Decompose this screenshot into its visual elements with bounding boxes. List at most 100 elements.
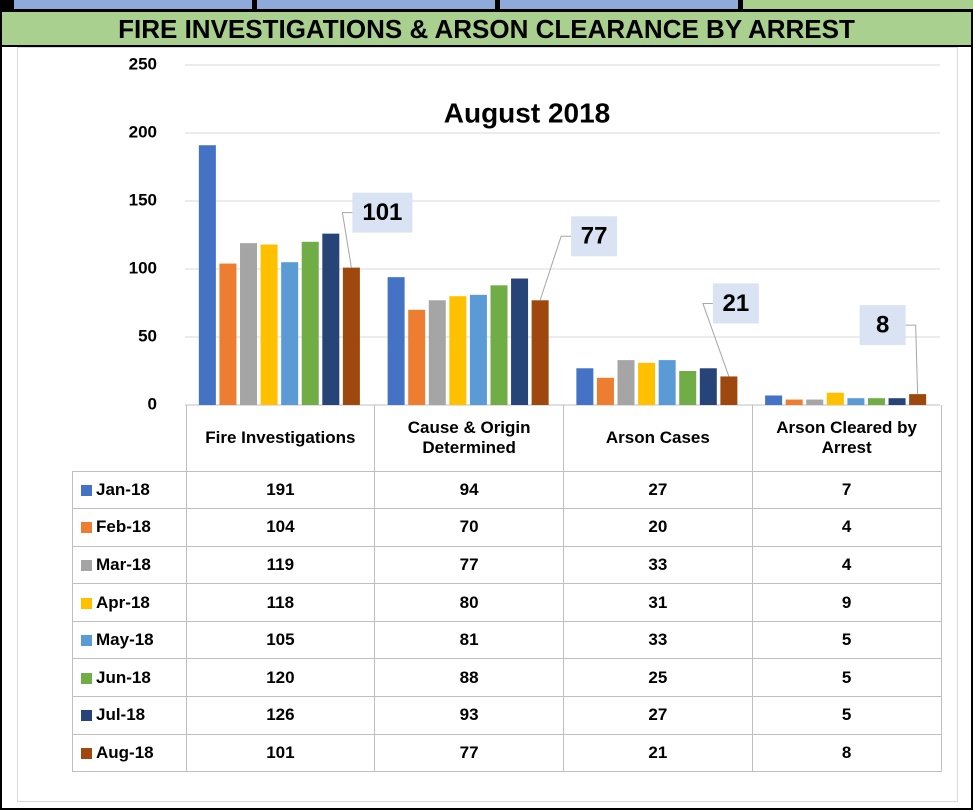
table-cell: 5 <box>751 658 942 698</box>
y-tick-label: 100 <box>129 258 157 277</box>
table-cell: 4 <box>751 545 942 585</box>
bar <box>240 243 258 405</box>
bar <box>765 395 783 405</box>
legend-swatch <box>81 672 92 684</box>
y-tick-label: 50 <box>138 326 157 345</box>
table-row: Jun-18 120 88 25 5 <box>72 658 942 698</box>
bar <box>847 398 865 405</box>
legend-swatch <box>81 635 92 647</box>
table-row: Aug-18 101 77 21 8 <box>72 733 942 773</box>
table-cell: 20 <box>563 508 753 547</box>
corner-cell <box>73 405 187 471</box>
data-label: 8 <box>876 311 889 338</box>
table-cell: 7 <box>751 470 942 510</box>
legend-label: Mar-18 <box>96 554 151 574</box>
bar <box>301 241 319 405</box>
table-cell: 27 <box>563 696 753 735</box>
table-row: Mar-18 119 77 33 4 <box>72 545 942 585</box>
table-cell: 31 <box>563 583 753 622</box>
bar <box>260 244 278 405</box>
x-tick-label: Arson Cleared by Arrest <box>751 405 942 472</box>
label-box <box>859 305 906 346</box>
table-row: Apr-18 118 80 31 9 <box>72 583 942 622</box>
legend-label: Feb-18 <box>96 517 151 537</box>
chart-area-border <box>17 47 958 802</box>
table-cell: 105 <box>185 620 376 660</box>
bar <box>909 394 927 405</box>
legend-entry: May-18 <box>72 620 187 660</box>
bar <box>322 233 340 405</box>
bar <box>720 376 738 405</box>
bar <box>342 267 360 405</box>
bar <box>469 294 487 405</box>
table-cell: 5 <box>751 696 942 735</box>
legend-swatch <box>81 522 92 534</box>
bar <box>658 360 676 405</box>
y-tick-label: 250 <box>129 54 157 73</box>
bar <box>806 399 824 405</box>
bar <box>428 300 446 405</box>
data-label: 101 <box>362 199 402 226</box>
legend-entry: Feb-18 <box>72 508 187 547</box>
table-cell: 25 <box>563 658 753 698</box>
legend-entry: Jun-18 <box>72 658 187 698</box>
table-cell: 93 <box>374 696 564 735</box>
bar <box>281 262 299 405</box>
legend-swatch <box>81 484 92 496</box>
table-cell: 118 <box>185 583 376 622</box>
legend-entry: Jan-18 <box>72 470 187 510</box>
label-box <box>352 192 413 233</box>
chart-title: August 2018 <box>444 97 611 128</box>
table-row: May-18 105 81 33 5 <box>72 620 942 660</box>
legend-entry: Jul-18 <box>72 696 187 735</box>
legend-entry: Mar-18 <box>72 545 187 585</box>
bar <box>679 371 697 405</box>
table-row: Feb-18 104 70 20 4 <box>72 508 942 547</box>
table-cell: 94 <box>374 470 564 510</box>
bar <box>198 145 216 406</box>
legend-label: Jul-18 <box>96 705 146 725</box>
table-row: Jan-18 191 94 27 7 <box>72 470 942 510</box>
bar <box>867 398 885 405</box>
bar <box>408 309 426 405</box>
x-tick-label: Cause & Origin Determined <box>374 405 564 472</box>
table-cell: 9 <box>751 583 942 622</box>
bar <box>826 392 844 405</box>
table-header-row: Fire Investigations Cause & Origin Determ… <box>73 405 942 472</box>
table-cell: 70 <box>374 508 564 547</box>
bar <box>785 399 803 405</box>
table-cell: 5 <box>751 620 942 660</box>
table-cell: 33 <box>563 620 753 660</box>
legend-label: Aug-18 <box>96 742 154 762</box>
legend-label: Jun-18 <box>96 667 151 687</box>
top-strip <box>0 0 973 12</box>
table-cell: 81 <box>374 620 564 660</box>
x-tick-label: Fire Investigations <box>185 405 376 472</box>
legend-label: Jan-18 <box>96 479 150 499</box>
table-cell: 80 <box>374 583 564 622</box>
data-label: 21 <box>723 290 750 317</box>
label-box <box>712 283 759 324</box>
table-cell: 33 <box>563 545 753 585</box>
bar <box>219 263 237 405</box>
leader-line <box>539 235 572 301</box>
data-table: Fire Investigations Cause & Origin Determ… <box>72 405 942 773</box>
leader-line <box>702 302 730 377</box>
table-cell: 27 <box>563 470 753 510</box>
table-cell: 77 <box>374 545 564 585</box>
legend-swatch <box>81 747 92 759</box>
bar <box>387 277 405 405</box>
leader-line <box>341 212 353 268</box>
legend-swatch <box>81 597 92 609</box>
legend-swatch <box>81 710 92 722</box>
y-tick-label: 200 <box>129 122 157 141</box>
bar <box>576 368 594 405</box>
table-cell: 21 <box>563 733 753 773</box>
legend-label: May-18 <box>96 630 154 650</box>
table-cell: 4 <box>751 508 942 547</box>
legend-entry: Apr-18 <box>72 583 187 622</box>
x-tick-label: Arson Cases <box>563 405 753 472</box>
legend-swatch <box>81 559 92 571</box>
